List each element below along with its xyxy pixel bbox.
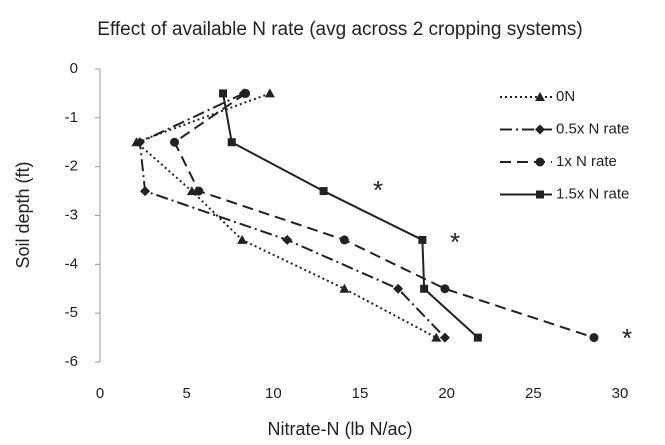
legend-marker bbox=[535, 92, 545, 101]
data-point bbox=[439, 332, 450, 343]
series-line bbox=[173, 92, 595, 339]
x-tick-label: 0 bbox=[96, 385, 104, 402]
data-point bbox=[431, 332, 442, 342]
data-point bbox=[134, 137, 145, 148]
x-tick-label: 15 bbox=[352, 385, 369, 402]
y-tick-label: -6 bbox=[65, 353, 78, 370]
legend-label: 0.5x N rate bbox=[556, 120, 629, 137]
data-point bbox=[194, 186, 204, 196]
series-line bbox=[138, 92, 446, 339]
data-point bbox=[264, 88, 275, 98]
y-axis-label: Soil depth (ft) bbox=[13, 161, 33, 268]
legend-label: 1.5x N rate bbox=[556, 185, 629, 202]
data-point bbox=[339, 283, 350, 293]
data-point bbox=[186, 186, 197, 196]
annotation: * bbox=[373, 175, 383, 205]
series-line bbox=[222, 93, 479, 339]
x-tick-label: 10 bbox=[265, 385, 282, 402]
data-point bbox=[473, 333, 482, 342]
x-tick-label: 30 bbox=[612, 385, 629, 402]
annotation: * bbox=[450, 227, 460, 257]
data-point bbox=[227, 138, 236, 147]
data-point bbox=[282, 234, 293, 245]
data-point bbox=[140, 186, 151, 197]
data-point bbox=[589, 333, 599, 343]
data-point bbox=[241, 88, 251, 98]
data-point bbox=[319, 187, 328, 196]
data-point bbox=[339, 235, 349, 245]
annotation: * bbox=[622, 323, 632, 353]
y-tick-label: -4 bbox=[65, 255, 78, 272]
x-axis-label: Nitrate-N (lb N/ac) bbox=[267, 419, 412, 439]
x-tick-label: 25 bbox=[525, 385, 542, 402]
data-point bbox=[393, 283, 404, 294]
x-tick-label: 5 bbox=[182, 385, 190, 402]
data-point bbox=[219, 89, 228, 98]
data-point bbox=[237, 234, 248, 244]
legend-label: 0N bbox=[556, 88, 575, 105]
y-tick-label: -2 bbox=[65, 158, 78, 175]
data-point bbox=[420, 284, 429, 293]
y-tick-label: 0 bbox=[70, 60, 78, 77]
y-tick-label: -3 bbox=[65, 206, 78, 223]
chart-title: Effect of available N rate (avg across 2… bbox=[97, 19, 582, 40]
y-tick-label: -1 bbox=[65, 109, 78, 126]
legend-marker bbox=[536, 190, 544, 199]
legend-marker bbox=[535, 124, 545, 135]
legend-label: 1x N rate bbox=[556, 153, 617, 170]
data-point bbox=[440, 284, 450, 294]
y-tick-label: -5 bbox=[65, 304, 78, 321]
series-line bbox=[134, 92, 437, 339]
x-tick-label: 20 bbox=[438, 385, 455, 402]
legend-marker bbox=[535, 157, 545, 167]
data-point bbox=[418, 235, 427, 244]
data-point bbox=[170, 137, 180, 147]
